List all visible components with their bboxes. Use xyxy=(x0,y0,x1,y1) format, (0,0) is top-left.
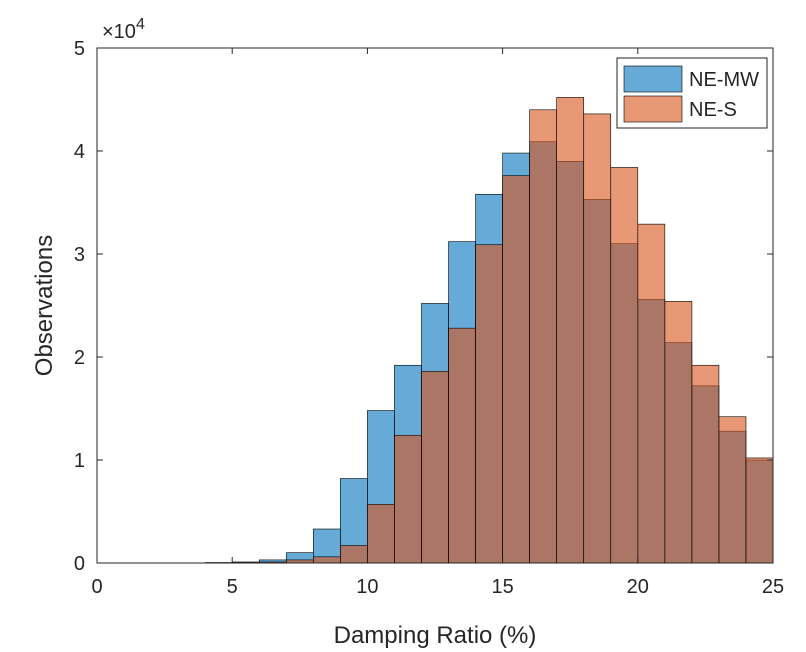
y-tick-label-2: 2 xyxy=(74,347,85,369)
y-tick-label-0: 0 xyxy=(74,553,85,575)
y-tick-label-1: 1 xyxy=(74,450,85,472)
x-tick-label-0: 0 xyxy=(91,576,102,598)
bar-ne-s-13 xyxy=(448,327,476,564)
bar-ne-s-8 xyxy=(313,556,341,564)
y-tick-label-4: 4 xyxy=(74,141,85,163)
y-exponent-power: 4 xyxy=(136,16,145,33)
bar-ne-s-10 xyxy=(367,503,395,564)
bar-ne-s-18 xyxy=(583,113,612,564)
bar-ne-s-20 xyxy=(637,223,666,564)
y-tick-label-5: 5 xyxy=(74,38,85,60)
axes-box xyxy=(96,47,774,564)
bar-ne-s-15 xyxy=(502,175,530,564)
x-axis-label: Damping Ratio (%) xyxy=(334,622,537,649)
bar-ne-s-12 xyxy=(421,371,449,564)
legend-label-ne-mw: NE-MW xyxy=(689,69,759,91)
bar-ne-s-17 xyxy=(556,97,585,564)
bar-ne-s-19 xyxy=(610,167,639,564)
y-exponent-base: ×10 xyxy=(102,21,136,43)
legend-swatch-ne-s xyxy=(623,95,683,123)
bar-ne-s-21 xyxy=(664,301,693,564)
bar-ne-s-11 xyxy=(394,434,422,564)
x-tick-label-2: 10 xyxy=(356,576,378,598)
bar-ne-s-9 xyxy=(340,545,368,564)
bar-ne-s-24 xyxy=(745,457,774,564)
bar-ne-s-22 xyxy=(691,364,720,564)
legend-label-ne-s: NE-S xyxy=(689,99,737,121)
x-tick-label-5: 25 xyxy=(762,576,784,598)
bar-ne-s-23 xyxy=(718,416,747,564)
legend-swatch-ne-mw xyxy=(623,65,683,93)
x-tick-label-1: 5 xyxy=(227,576,238,598)
bar-ne-s-16 xyxy=(529,109,557,564)
x-tick-label-3: 15 xyxy=(491,576,513,598)
axis-ticks: 0 5 10 15 20 25 0 1 2 3 4 5 xyxy=(74,38,784,598)
y-axis-label: Observations xyxy=(31,235,58,376)
x-tick-label-4: 20 xyxy=(627,576,649,598)
legend: NE-MW NE-S xyxy=(616,57,768,129)
y-tick-label-3: 3 xyxy=(74,244,85,266)
y-axis-exponent: ×104 xyxy=(102,16,145,43)
bar-ne-s-14 xyxy=(475,244,503,564)
plot-bars xyxy=(204,97,774,564)
